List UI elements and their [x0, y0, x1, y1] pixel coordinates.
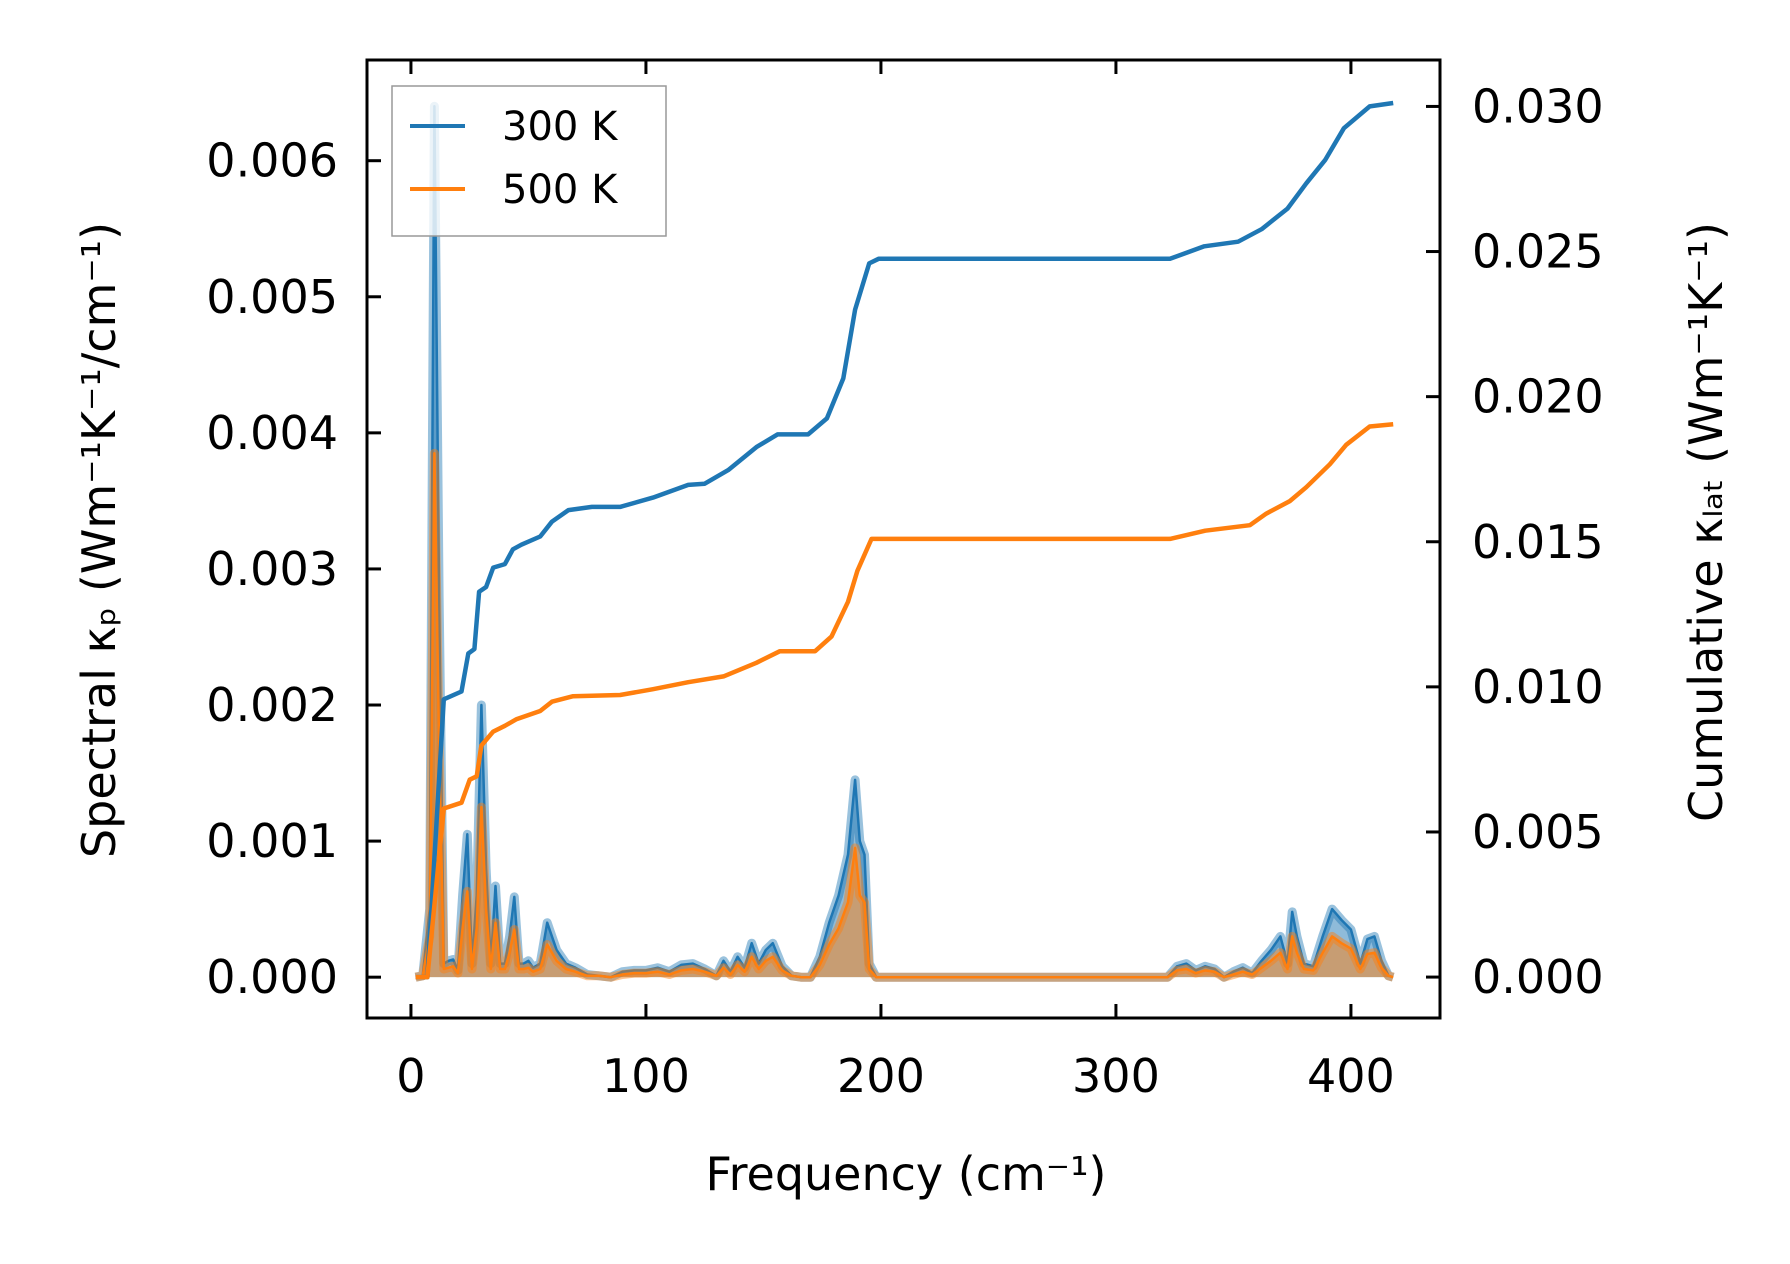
y-left-tick-label: 0.005	[206, 270, 338, 324]
legend-label-300k: 300 K	[502, 104, 619, 150]
y-right-tick-label: 0.015	[1472, 515, 1604, 569]
x-tick-label: 0	[396, 1049, 425, 1103]
plot-area	[414, 100, 1395, 982]
cumulative-line-300k	[415, 100, 1394, 980]
legend-box	[391, 85, 667, 237]
y-left-tick-label: 0.004	[206, 406, 338, 460]
y-right-tick-label: 0.010	[1472, 660, 1604, 714]
y-right-tick-label: 0.025	[1472, 225, 1604, 279]
spectral-line-300k	[415, 105, 1394, 979]
legend: 300 K 500 K	[391, 85, 667, 237]
y-right-tick-label: 0.020	[1472, 370, 1604, 424]
y-right-tick-label: 0.000	[1472, 950, 1604, 1004]
y-left-tick-label: 0.003	[206, 542, 338, 596]
y-axis-right-label: Cumulative κₗₐₜ (Wm⁻¹K⁻¹)	[1679, 222, 1733, 822]
y-axis-left-label: Spectral κₚ (Wm⁻¹K⁻¹/cm⁻¹)	[72, 222, 126, 858]
legend-label-500k: 500 K	[502, 167, 619, 213]
x-tick-label: 100	[602, 1049, 690, 1103]
ticks: 0 100 200 300 400 0.000 0.001 0.002 0.003 0.004 0.…	[206, 60, 1604, 1103]
x-tick-label: 300	[1072, 1049, 1160, 1103]
spectral-halo-500k	[414, 448, 1395, 982]
x-axis-label: Frequency (cm⁻¹)	[706, 1147, 1107, 1201]
cumulative-line-500k	[415, 421, 1394, 980]
axes-frame	[365, 58, 1442, 1020]
y-left-tick-label: 0.001	[206, 814, 338, 868]
spectral-fill-500k	[415, 453, 1394, 978]
y-right-tick-label: 0.005	[1472, 805, 1604, 859]
x-tick-label: 200	[837, 1049, 925, 1103]
x-tick-label: 400	[1307, 1049, 1395, 1103]
y-right-tick-label: 0.030	[1472, 79, 1604, 133]
y-left-tick-label: 0.006	[206, 134, 338, 188]
y-left-tick-label: 0.002	[206, 678, 338, 732]
y-left-tick-label: 0.000	[206, 950, 338, 1004]
spectral-line-500k	[415, 452, 1394, 979]
